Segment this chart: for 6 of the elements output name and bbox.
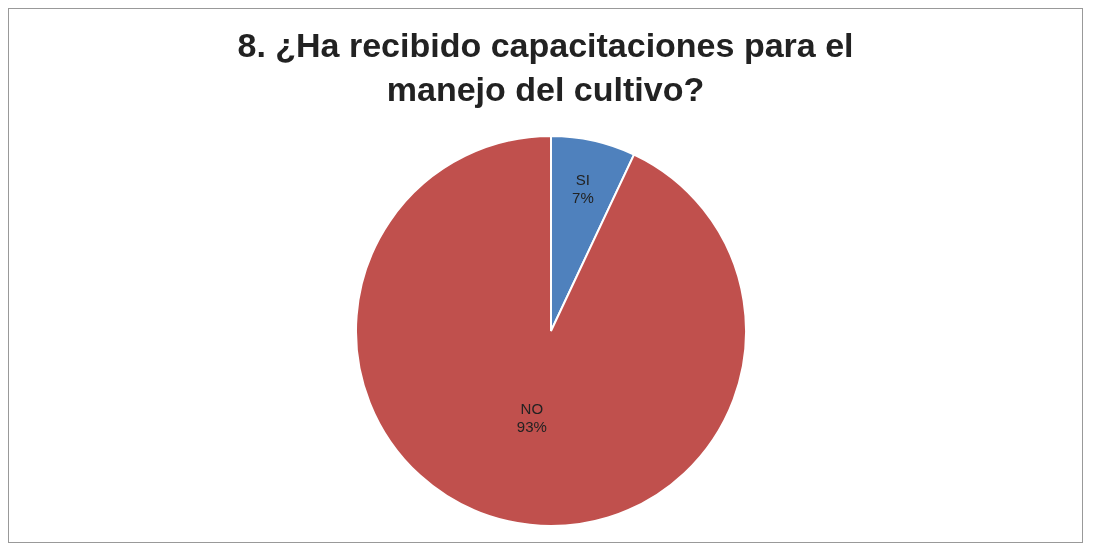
pie-slice [354,135,747,527]
slice-label: NO [520,399,543,417]
data-label: 7% [571,189,594,207]
data-label: 93% [516,417,547,435]
slice-label: SI [575,171,590,189]
chart-title: 8. ¿Ha recibido capacitaciones para el manejo del cultivo? [236,25,855,110]
